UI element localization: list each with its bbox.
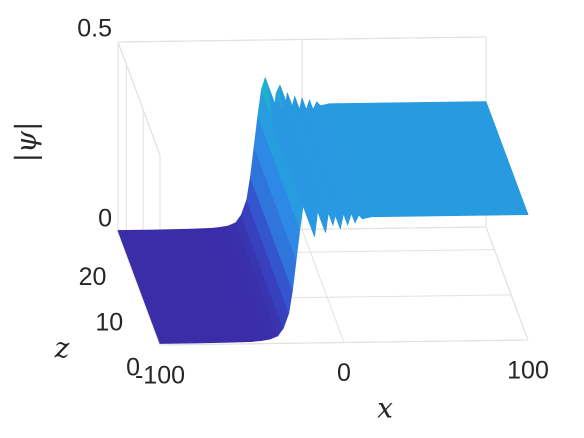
grid-line: [159, 339, 529, 346]
surface-strip: [448, 101, 529, 216]
grid-line: [485, 226, 529, 341]
v-tick-label: 0: [98, 205, 112, 233]
grid-line: [301, 229, 345, 343]
surface: [117, 76, 529, 344]
labels: |ψ| z x: [10, 122, 394, 425]
v-tick-label: 0.5: [77, 15, 112, 43]
x-axis-label: x: [377, 392, 393, 425]
grid-line: [117, 41, 161, 156]
x-tick-label: -100: [135, 362, 185, 390]
z-tick-label: 10: [95, 308, 123, 336]
z-tick-label: 20: [79, 263, 107, 291]
grid-line: [117, 231, 161, 346]
x-tick-label: 100: [507, 357, 549, 385]
x-tick-label: 0: [337, 359, 351, 387]
z-axis-label: z: [54, 332, 70, 365]
z-tick-label: 0: [126, 354, 140, 382]
v-axis-label: |ψ|: [10, 122, 43, 163]
grid-line: [117, 36, 487, 43]
